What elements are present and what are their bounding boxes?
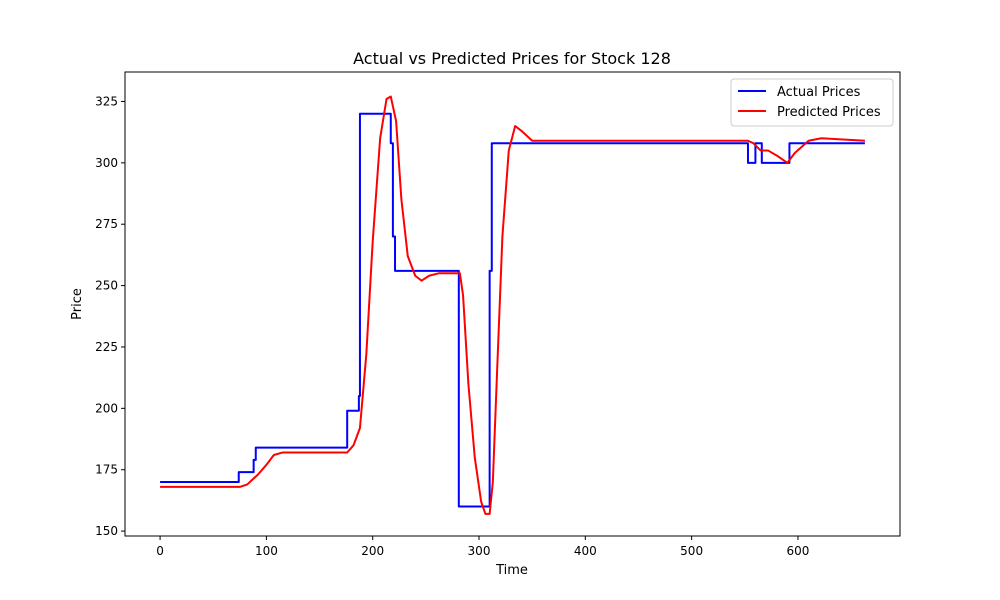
- x-tick-label: 600: [786, 544, 809, 558]
- y-tick-label: 175: [95, 463, 118, 477]
- x-tick-label: 0: [156, 544, 164, 558]
- y-tick-label: 150: [95, 524, 118, 538]
- predicted-prices-line: [160, 95, 865, 515]
- x-tick-label: 200: [361, 544, 384, 558]
- y-axis: 150 175 200 225 250 275 300 325: [95, 94, 125, 538]
- legend-label-predicted: Predicted Prices: [777, 105, 881, 120]
- y-axis-label: Price: [70, 288, 85, 320]
- y-tick-label: 325: [95, 94, 118, 108]
- plot-frame: [124, 71, 901, 537]
- y-tick-label: 300: [95, 156, 118, 170]
- chart-title: Actual vs Predicted Prices for Stock 128: [353, 49, 671, 68]
- y-tick-label: 275: [95, 217, 118, 231]
- x-tick-label: 500: [680, 544, 703, 558]
- x-axis-label: Time: [495, 563, 528, 578]
- x-tick-label: 100: [255, 544, 278, 558]
- legend-box: [730, 78, 894, 127]
- y-tick-label: 200: [95, 401, 118, 415]
- legend: Actual Prices Predicted Prices: [730, 78, 894, 127]
- x-axis: 0 100 200 300 400 500 600: [156, 536, 809, 558]
- series-layer: [160, 95, 865, 515]
- legend-label-actual: Actual Prices: [777, 85, 861, 100]
- x-tick-label: 400: [574, 544, 597, 558]
- x-tick-label: 300: [468, 544, 491, 558]
- y-tick-label: 225: [95, 340, 118, 354]
- actual-prices-line: [160, 112, 865, 508]
- y-tick-label: 250: [95, 279, 118, 293]
